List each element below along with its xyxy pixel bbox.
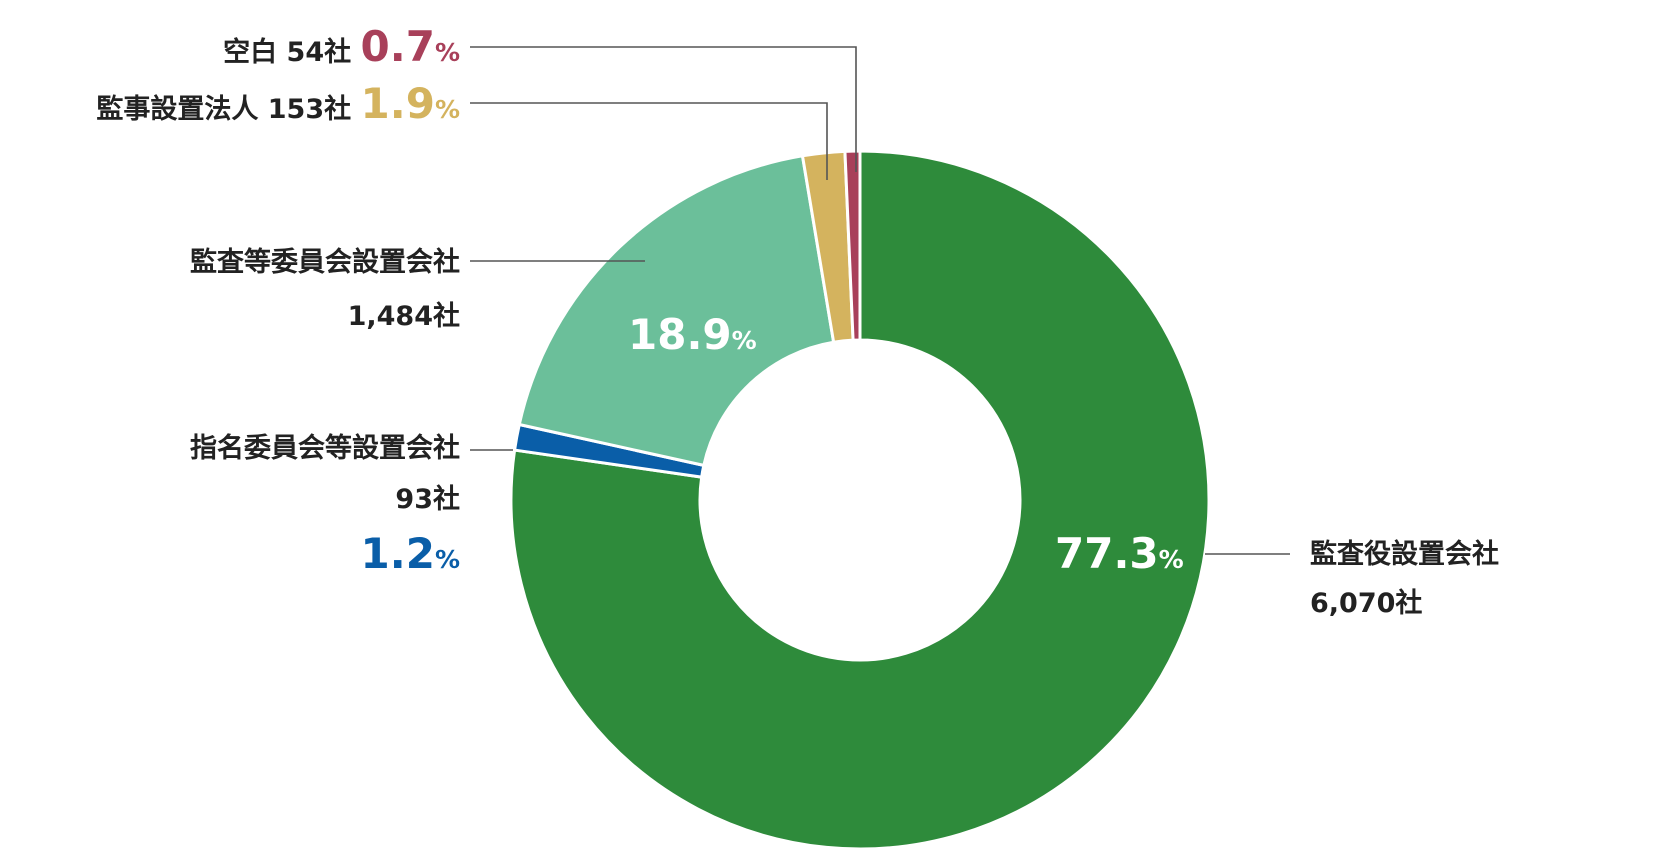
pct-shimei-sign: % — [435, 545, 460, 574]
label-kansatou-count: 1,484社 — [348, 300, 460, 332]
label-kuhaku: 空白 54社 0.7% — [223, 22, 460, 71]
pct-kansayaku: 77.3% — [1055, 529, 1184, 578]
pct-kansatou: 18.9% — [628, 310, 757, 359]
pct-shimei-value: 1.2 — [361, 529, 435, 578]
label-kansatou-name: 監査等委員会設置会社 — [190, 246, 460, 278]
label-kuhaku-count: 54社 — [287, 36, 352, 68]
slice-kuhaku — [843, 149, 862, 342]
pct-kanji-sign: % — [435, 95, 460, 124]
donut-slices — [509, 149, 1211, 851]
label-kansayaku-count: 6,070社 — [1310, 587, 1422, 619]
label-kanji-gap — [258, 94, 267, 125]
label-kanji-name: 監事設置法人 — [96, 93, 258, 125]
pct-shimei: 1.2% — [361, 529, 460, 578]
label-kanji-gap2 — [351, 94, 360, 125]
label-shimei-count: 93社 — [395, 483, 460, 515]
pct-kansatou-value: 18.9 — [628, 310, 732, 359]
label-kanji: 監事設置法人 153社 1.9% — [96, 79, 460, 128]
pct-kansatou-sign: % — [732, 326, 757, 355]
label-kanji-count: 153社 — [268, 93, 351, 125]
label-kuhaku-name: 空白 — [223, 36, 277, 68]
label-shimei-name: 指名委員会等設置会社 — [190, 432, 460, 464]
label-kuhaku-gap — [277, 37, 286, 68]
slice-kansayaku — [509, 149, 1211, 851]
leader-line-kuhaku — [470, 46, 857, 172]
leader-line-kanji — [470, 102, 828, 180]
pct-kansayaku-sign: % — [1159, 545, 1184, 574]
pct-kuhaku-value: 0.7 — [361, 22, 435, 71]
pct-kanji-value: 1.9 — [361, 79, 435, 128]
pct-kuhaku-sign: % — [435, 38, 460, 67]
label-kansayaku-name: 監査役設置会社 — [1310, 538, 1499, 570]
slice-kansatou — [517, 154, 836, 467]
pct-kansayaku-value: 77.3 — [1055, 529, 1159, 578]
label-kuhaku-gap2 — [351, 37, 360, 68]
